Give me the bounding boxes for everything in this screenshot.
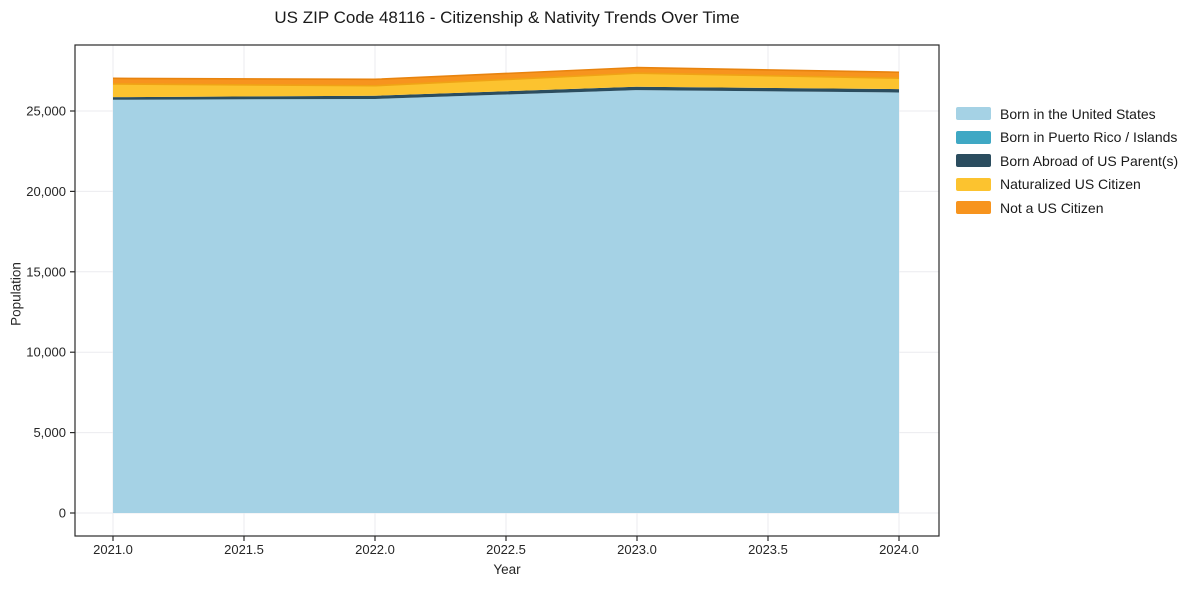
legend-item-label: Born in Puerto Rico / Islands [1000, 129, 1178, 146]
legend-item: Not a US Citizen [956, 196, 1178, 220]
x-tick-label: 2022.0 [355, 542, 395, 557]
x-tick-label: 2022.5 [486, 542, 526, 557]
area-band [113, 67, 899, 86]
legend-item: Born in the United States [956, 102, 1178, 126]
legend-item: Naturalized US Citizen [956, 173, 1178, 197]
x-tick-label: 2023.0 [617, 542, 657, 557]
series-edge-line [112, 72, 900, 87]
legend-swatch [956, 130, 991, 144]
y-axis-label: Population [8, 262, 24, 326]
legend-item-label: Born Abroad of US Parent(s) [1000, 152, 1179, 169]
series-edge-line [112, 66, 900, 81]
legend-item: Born Abroad of US Parent(s) [956, 149, 1178, 173]
y-tick-label: 5,000 [33, 425, 66, 440]
chart-title: US ZIP Code 48116 - Citizenship & Nativi… [274, 8, 740, 27]
legend-swatch [956, 201, 991, 215]
area-band [113, 73, 899, 98]
area-band [113, 90, 899, 513]
legend-item: Born in Puerto Rico / Islands [956, 126, 1178, 150]
y-tick-label: 0 [59, 506, 66, 521]
y-tick-label: 25,000 [26, 104, 66, 119]
y-tick-label: 15,000 [26, 264, 66, 279]
legend-swatch [956, 154, 991, 168]
legend-item-label: Not a US Citizen [1000, 199, 1104, 216]
x-axis-label: Year [493, 562, 521, 577]
legend-swatch [956, 107, 991, 121]
legend-item-label: Born in the United States [1000, 105, 1156, 122]
x-tick-label: 2021.5 [224, 542, 264, 557]
x-tick-label: 2021.0 [93, 542, 133, 557]
legend-item-label: Naturalized US Citizen [1000, 176, 1141, 193]
y-tick-label: 20,000 [26, 184, 66, 199]
plot-border [74, 44, 940, 537]
area-band [113, 86, 899, 100]
legend-swatch [956, 177, 991, 191]
x-tick-label: 2023.5 [748, 542, 788, 557]
x-tick-label: 2024.0 [879, 542, 919, 557]
legend: Born in the United States Born in Puerto… [956, 102, 1178, 220]
y-tick-label: 10,000 [26, 345, 66, 360]
